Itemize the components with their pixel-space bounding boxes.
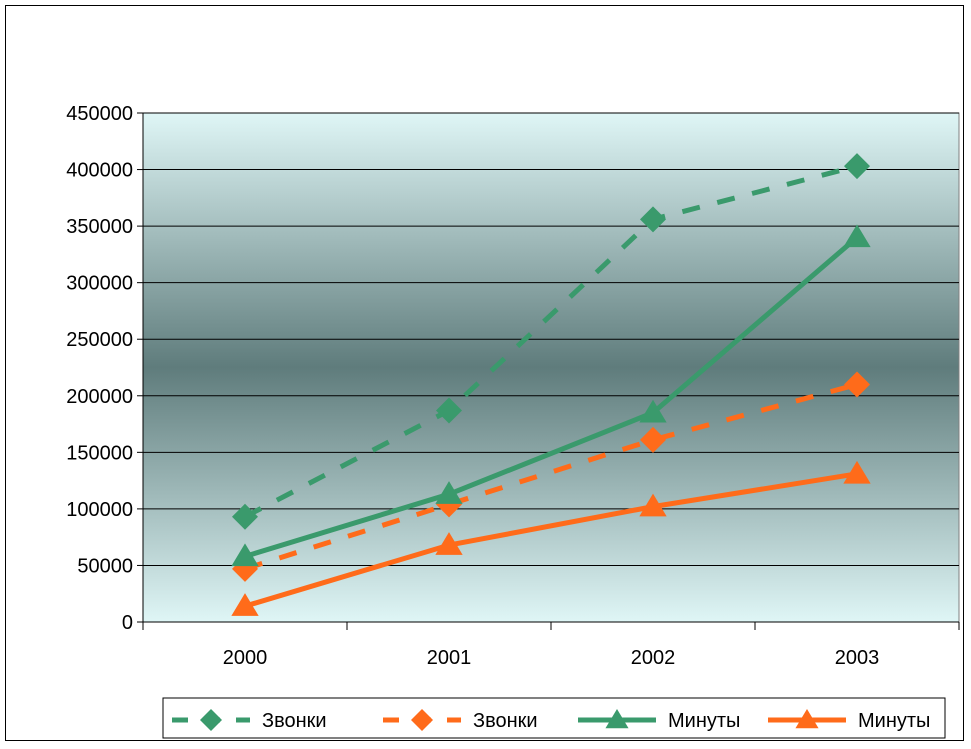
y-tick-label: 300000 (66, 273, 133, 295)
data-point (435, 532, 463, 555)
series-line (244, 471, 858, 609)
y-tick-label: 50000 (77, 555, 133, 577)
plot-area (142, 112, 960, 623)
y-axis-ticks: 0 50000 100000 150000 200000 250000 300000 3500… (66, 103, 143, 634)
x-tick-label: 2002 (631, 647, 676, 669)
y-tick-label: 250000 (66, 329, 133, 351)
data-point (795, 709, 819, 729)
x-tick-label: 2000 (223, 647, 268, 669)
y-tick-label: 150000 (66, 442, 133, 464)
data-point (605, 709, 629, 729)
legend-entry: Минуты (578, 709, 740, 732)
y-tick-label: 200000 (66, 386, 133, 408)
legend-label: Звонки (473, 710, 538, 732)
data-point (231, 543, 259, 567)
legend-label: Звонки (262, 710, 327, 732)
legend-entry: Звонки (172, 709, 327, 732)
series-1 (232, 153, 870, 530)
data-point (844, 371, 870, 398)
data-point (200, 709, 222, 731)
series-3 (231, 224, 871, 567)
data-point (231, 593, 259, 616)
data-point (232, 503, 258, 530)
series-4 (231, 460, 871, 616)
data-point (639, 399, 667, 423)
legend-entry: Минуты (768, 709, 930, 732)
series-layer (231, 153, 871, 616)
y-tick-label: 350000 (66, 216, 133, 238)
legend-entry: Звонки (383, 709, 538, 732)
data-point (639, 493, 667, 517)
legend: Звонки Звонки Минуты Минуты (162, 697, 946, 739)
data-point (843, 224, 871, 248)
data-point (411, 709, 433, 731)
y-tick-label: 400000 (66, 160, 133, 182)
x-axis-ticks: 2000 2001 2002 2003 (142, 113, 960, 669)
series-line (243, 163, 858, 520)
y-tick-label: 0 (122, 612, 133, 634)
legend-label: Минуты (668, 710, 740, 732)
data-point (843, 460, 871, 484)
series-line (244, 235, 859, 559)
data-point (436, 397, 462, 424)
data-point (640, 206, 666, 233)
data-point (640, 426, 666, 453)
data-point (844, 153, 870, 180)
x-tick-label: 2003 (835, 647, 880, 669)
x-tick-label: 2001 (427, 647, 472, 669)
y-tick-label: 450000 (66, 103, 133, 125)
grid-lines (143, 112, 959, 566)
legend-label: Минуты (858, 710, 930, 732)
data-point (435, 481, 463, 504)
y-tick-label: 100000 (66, 499, 133, 521)
